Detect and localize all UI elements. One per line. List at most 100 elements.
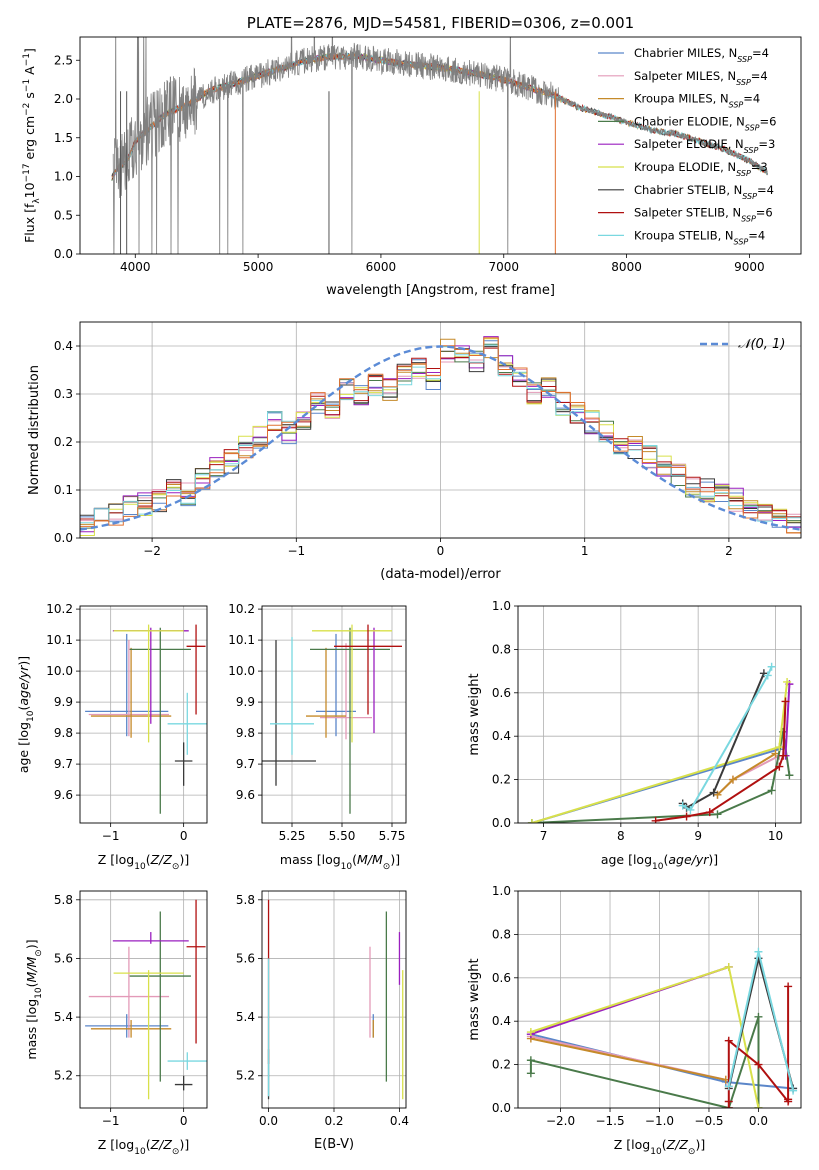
y-axis-label: age [log10(age/yr)] — [16, 656, 36, 773]
legend-value: =3 — [751, 160, 768, 174]
x-axis-label: age [log10(age/yr)] — [601, 852, 718, 872]
label-part: −17 — [22, 163, 32, 182]
weight-marker — [779, 751, 788, 760]
x-tick-label: −1.5 — [595, 1114, 624, 1128]
label-part: ⊙ — [172, 1147, 180, 1157]
weight-marker — [724, 1082, 733, 1091]
legend-text: Salpeter STELIB, N — [634, 206, 741, 220]
legend-value: =4 — [743, 92, 760, 106]
legend-entry: Chabrier MILES, NSSP=4 — [634, 46, 769, 64]
weight-marker — [789, 1086, 798, 1095]
massweight-vs-age-panel: 7 8 9 10 0.0 0.2 0.4 0.6 0.8 1.0 mass weight age [l… — [467, 599, 802, 872]
y-axis-label: mass weight — [467, 673, 482, 755]
weight-marker — [713, 810, 722, 819]
label-part: A — [22, 66, 37, 79]
label-part: ( — [146, 1137, 151, 1152]
legend-value: =6 — [756, 206, 773, 220]
y-tick-label: 0.2 — [54, 435, 73, 449]
y-tick-label: 2.5 — [54, 53, 73, 67]
legend-sub: SSP — [737, 55, 752, 64]
y-tick-label: 0.1 — [54, 483, 73, 497]
legend-text: Chabrier MILES, N — [634, 46, 737, 60]
data-point — [112, 932, 189, 944]
data-point — [174, 742, 193, 786]
legend-entry: Kroupa STELIB, NSSP=4 — [634, 228, 765, 246]
y-tick-label: 0.0 — [492, 1101, 511, 1115]
weight-line — [681, 672, 765, 810]
label-part: 10 — [22, 182, 37, 198]
legend-text: Chabrier ELODIE, N — [634, 114, 745, 128]
label-part: −1 — [22, 53, 32, 66]
legend-value: =4 — [757, 183, 774, 197]
label-part: −1 — [22, 79, 32, 92]
weight-marker — [767, 662, 776, 671]
x-axis-label: (data-model)/error — [380, 567, 501, 582]
label-part: ( — [16, 706, 31, 711]
data-point — [129, 627, 191, 814]
weight-marker — [781, 697, 790, 706]
chart-title: PLATE=2876, MJD=54581, FIBERID=0306, z=0… — [247, 14, 634, 32]
x-tick-label: 0.0 — [259, 1114, 278, 1128]
weight-marker — [775, 743, 784, 752]
data-point — [312, 624, 392, 743]
plot-area — [85, 899, 207, 1100]
legend-text: Kroupa STELIB, N — [634, 228, 734, 242]
x-tick-label: 5.25 — [279, 829, 306, 843]
label-part: Z/Z — [666, 1137, 689, 1152]
y-tick-label: 9.8 — [54, 726, 73, 740]
data-point — [113, 624, 184, 743]
x-tick-label: 7 — [540, 829, 548, 843]
data-point — [320, 643, 372, 740]
label-part: ( — [662, 1137, 667, 1152]
data-point — [90, 647, 172, 738]
x-axis-label: E(B-V) — [314, 1137, 354, 1152]
legend-entry: Chabrier STELIB, NSSP=4 — [634, 183, 774, 201]
x-tick-label: 0 — [180, 1114, 188, 1128]
legend-sub: SSP — [736, 77, 751, 86]
weight-marker — [767, 786, 776, 795]
x-tick-label: 1 — [581, 544, 589, 558]
weight-marker — [526, 1028, 535, 1037]
label-part: ⊙ — [383, 862, 391, 872]
label-part: Z [log — [98, 1137, 134, 1152]
y-tick-label: 0.0 — [54, 247, 73, 261]
label-part: age [log — [16, 722, 31, 773]
weight-marker — [526, 1056, 535, 1065]
legend-text: Kroupa MILES, N — [634, 92, 729, 106]
weight-marker — [678, 801, 687, 810]
weight-marker — [783, 677, 792, 686]
y-tick-label: 0.0 — [54, 531, 73, 545]
weight-marker — [754, 1012, 763, 1021]
label-part: 10 — [134, 862, 146, 872]
x-tick-label: −1 — [287, 544, 305, 558]
plot-area — [526, 947, 798, 1108]
data-point — [167, 1052, 207, 1070]
label-part: )] — [708, 852, 718, 867]
data-point — [174, 1075, 193, 1091]
x-tick-label: 5000 — [243, 260, 274, 274]
weight-line — [655, 701, 787, 822]
label-part: M/M — [24, 956, 39, 982]
weight-marker — [763, 671, 772, 680]
y-tick-label: 9.7 — [236, 757, 255, 771]
y-axis-label: Normed distribution — [27, 365, 42, 495]
legend-entry: Salpeter ELODIE, NSSP=3 — [634, 137, 775, 155]
y-axis-label: Flux [fλ10−17 erg cm−2 s−1 A−1] — [22, 48, 42, 243]
label-part: 10 — [652, 862, 664, 872]
x-axis-label: wavelength [Angstrom, rest frame] — [326, 283, 555, 298]
data-point — [88, 640, 170, 737]
x-tick-label: 0 — [437, 544, 445, 558]
normal-curve — [80, 345, 801, 531]
x-axis-label: Z [log10(Z/Z⊙)] — [614, 1137, 705, 1157]
x-tick-label: 4000 — [120, 260, 151, 274]
y-tick-label: 5.2 — [54, 1069, 73, 1083]
label-part: age/yr — [668, 852, 709, 867]
y-tick-label: 9.9 — [236, 695, 255, 709]
label-part: −2 — [22, 103, 32, 116]
plot-area — [527, 662, 794, 823]
y-tick-label: 10.1 — [46, 633, 73, 647]
weight-marker — [754, 1060, 763, 1069]
weight-line — [784, 684, 791, 756]
x-tick-label: 9 — [694, 829, 702, 843]
x-tick-label: 0.0 — [749, 1114, 768, 1128]
